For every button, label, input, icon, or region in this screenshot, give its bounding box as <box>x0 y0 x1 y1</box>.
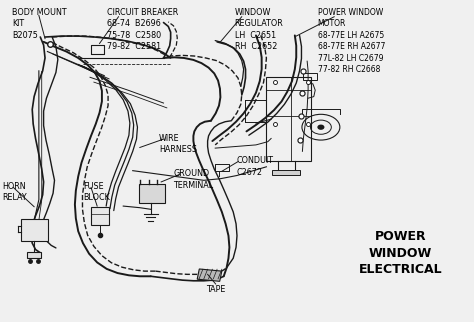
Text: CIRCUIT BREAKER
68-74  B2696
75-78  C2580
79-82  C2581: CIRCUIT BREAKER 68-74 B2696 75-78 C2580 … <box>107 8 178 52</box>
Bar <box>91 207 109 225</box>
Bar <box>303 73 317 80</box>
Text: BODY MOUNT
KIT
B2075: BODY MOUNT KIT B2075 <box>12 8 66 40</box>
Text: POWER
WINDOW
ELECTRICAL: POWER WINDOW ELECTRICAL <box>359 230 442 276</box>
Text: GROUND
TERMINAL: GROUND TERMINAL <box>173 169 213 190</box>
Text: POWER WINDOW
MOTOR
68-77E LH A2675
68-77E RH A2677
77L-82 LH C2679
77-82 RH C266: POWER WINDOW MOTOR 68-77E LH A2675 68-77… <box>318 8 385 74</box>
Text: WIRE
HARNESS: WIRE HARNESS <box>159 134 197 154</box>
Bar <box>139 184 165 203</box>
Text: TAPE: TAPE <box>206 285 225 294</box>
Circle shape <box>318 125 324 129</box>
Bar <box>266 77 311 161</box>
Text: HORN
RELAY: HORN RELAY <box>2 182 27 203</box>
Bar <box>272 170 300 175</box>
Text: CONDUIT
C2672: CONDUIT C2672 <box>236 156 273 177</box>
Bar <box>197 269 222 281</box>
Bar <box>27 252 41 258</box>
Bar <box>21 219 48 241</box>
Text: WINDOW
REGULATOR
LH  C2651
RH  C2652: WINDOW REGULATOR LH C2651 RH C2652 <box>235 8 283 52</box>
Text: FUSE
BLOCK: FUSE BLOCK <box>83 182 109 203</box>
